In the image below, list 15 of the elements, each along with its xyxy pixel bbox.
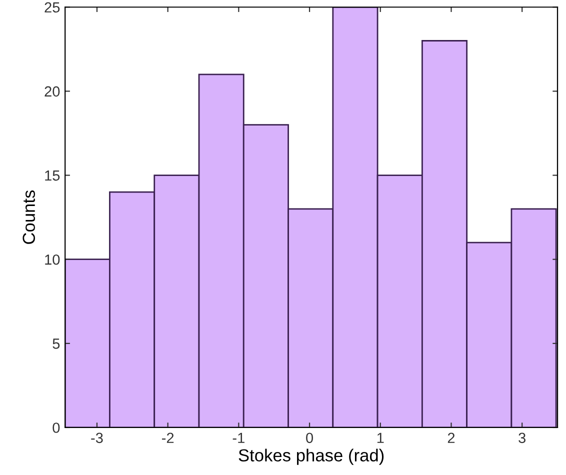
x-tick-label: 1 (377, 432, 384, 443)
x-axis-title: Stokes phase (rad) (238, 448, 384, 465)
x-tick-label: -1 (232, 432, 244, 443)
x-tick-label: -2 (162, 432, 174, 443)
y-axis-title: Counts (22, 190, 36, 244)
x-tick-label: -3 (91, 432, 103, 444)
x-tick-label: 2 (448, 432, 455, 443)
y-tick-label: 20 (44, 86, 60, 97)
x-tick-label: 0 (306, 432, 314, 444)
y-tick-label: 5 (52, 338, 60, 349)
x-tick-label: 3 (518, 432, 526, 444)
y-tick-label: 10 (45, 254, 60, 265)
y-tick-label: 0 (52, 422, 60, 433)
y-tick-label: 15 (45, 170, 60, 181)
y-tick-label: 25 (44, 2, 60, 13)
